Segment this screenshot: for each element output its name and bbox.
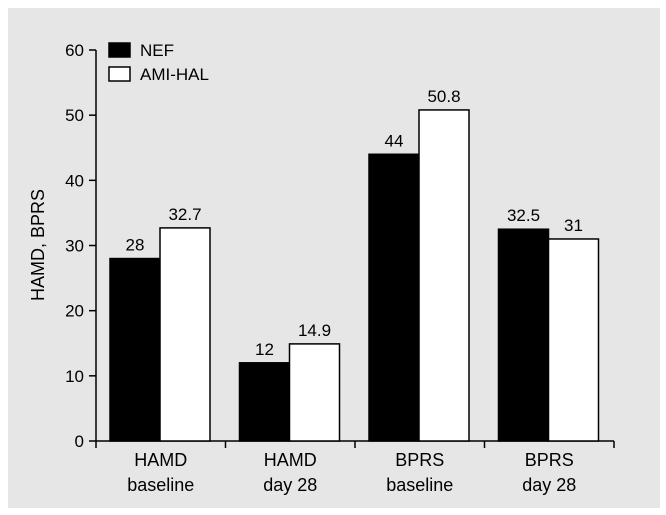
legend-label: NEF (140, 41, 174, 60)
bar-ami-hal (547, 238, 600, 442)
bar-value-label: 12 (255, 340, 274, 359)
x-tick-label: HAMD (264, 450, 317, 470)
y-tick-label: 20 (65, 302, 84, 321)
x-tick-label: day 28 (522, 475, 576, 495)
y-tick-label: 10 (65, 367, 84, 386)
bar-ami-hal (418, 109, 470, 442)
legend-swatch (108, 42, 131, 58)
bar-value-label: 31 (564, 216, 583, 235)
legend-label: AMI-HAL (140, 65, 209, 84)
bar-value-label: 32.5 (507, 206, 540, 225)
y-axis-title: HAMD, BPRS (28, 189, 48, 301)
y-axis: 0 10 20 30 40 50 60 (65, 41, 97, 451)
bar-value-label: 28 (126, 236, 145, 255)
y-tick-label: 30 (65, 237, 84, 256)
y-tick-label: 50 (65, 106, 84, 125)
bar-ami-hal (159, 227, 211, 442)
bar-labels: 28 12 44 32.5 32.7 14.9 50.8 31 (126, 87, 583, 359)
bar-nef (109, 257, 161, 442)
x-axis: HAMD baseline HAMD day 28 BPRS baseline BPRS da… (95, 440, 615, 495)
y-tick-label: 60 (65, 41, 84, 60)
legend: NEF AMI-HAL (108, 41, 209, 84)
legend-swatch (108, 66, 131, 82)
bar-ami-hal (288, 343, 341, 442)
bar-value-label: 32.7 (168, 205, 201, 224)
bars (109, 109, 600, 442)
x-tick-label: HAMD (134, 450, 187, 470)
bar-value-label: 50.8 (427, 87, 460, 106)
bar-nef (368, 153, 420, 442)
x-tick-label: baseline (127, 475, 194, 495)
y-tick-label: 0 (75, 432, 84, 451)
x-tick-label: baseline (386, 475, 453, 495)
y-tick-label: 40 (65, 171, 84, 190)
bar-nef (238, 362, 291, 442)
bar-nef (497, 228, 550, 442)
bar-value-label: 14.9 (298, 321, 331, 340)
x-tick-label: BPRS (525, 450, 574, 470)
x-tick-label: day 28 (263, 475, 317, 495)
bar-value-label: 44 (385, 131, 404, 150)
x-tick-label: BPRS (395, 450, 444, 470)
